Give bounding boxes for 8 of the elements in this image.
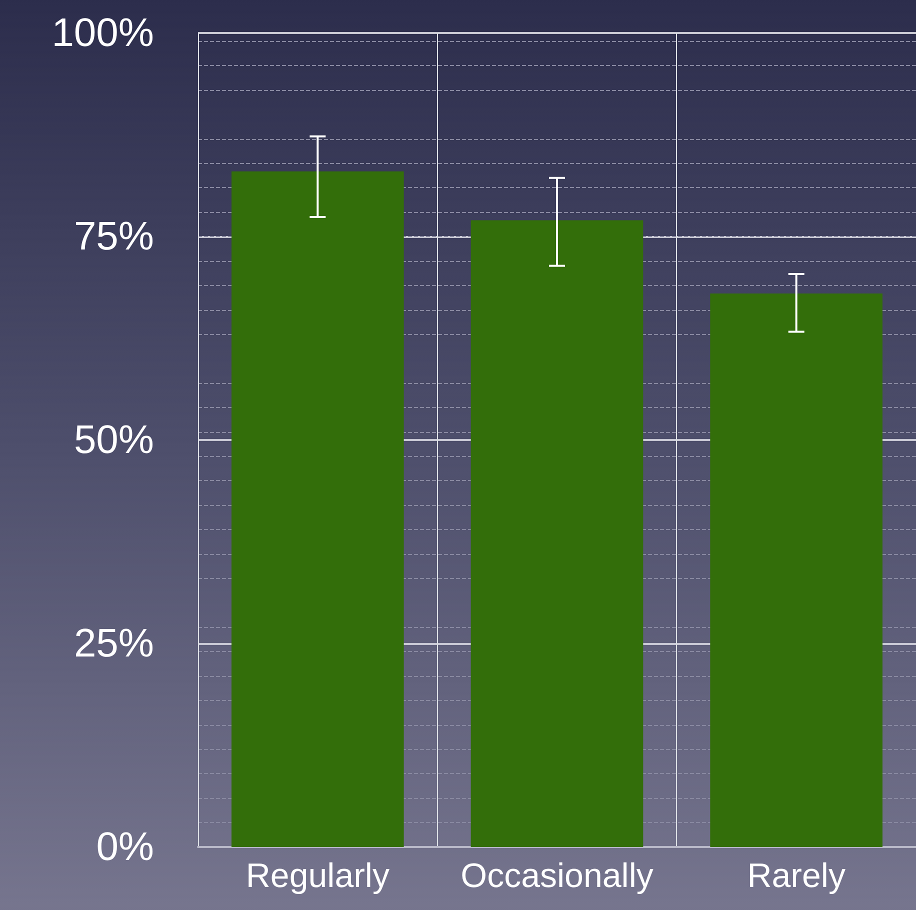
y-tick-label: 0% (96, 825, 154, 869)
y-tick-label: 100% (52, 11, 154, 55)
y-tick-label: 25% (74, 622, 154, 666)
x-tick-label: Occasionally (460, 857, 654, 895)
x-tick-label: Regularly (246, 857, 390, 895)
y-tick-label: 75% (74, 214, 154, 258)
y-tick-label: 50% (74, 418, 154, 462)
x-tick-label: Rarely (747, 857, 846, 895)
